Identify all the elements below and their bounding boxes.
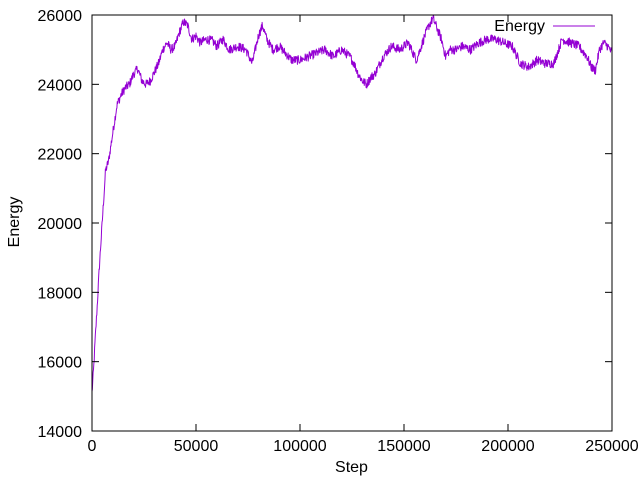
x-tick-label: 100000 [273, 438, 326, 455]
series-layer [91, 14, 613, 392]
x-tick-label: 0 [88, 438, 97, 455]
y-tick-label: 14000 [38, 424, 83, 441]
x-tick-label: 250000 [585, 438, 638, 455]
y-tick-label: 26000 [38, 8, 83, 25]
series-line-energy [91, 14, 613, 392]
y-tick-label: 24000 [38, 77, 83, 94]
x-tick-label: 150000 [377, 438, 430, 455]
y-tick-label: 22000 [38, 147, 83, 164]
y-tick-label: 18000 [38, 285, 83, 302]
y-tick-label: 20000 [38, 216, 83, 233]
legend-label: Energy [494, 18, 545, 35]
y-tick-label: 16000 [38, 355, 83, 372]
x-tick-label: 200000 [481, 438, 534, 455]
ticks-layer: 0 50000 100000 150000 200000 250000 14000 16000… [38, 8, 639, 455]
legend: Energy [494, 18, 595, 35]
x-axis-label: Step [335, 459, 368, 476]
y-axis-label: Energy [6, 197, 23, 248]
x-tick-label: 50000 [174, 438, 219, 455]
